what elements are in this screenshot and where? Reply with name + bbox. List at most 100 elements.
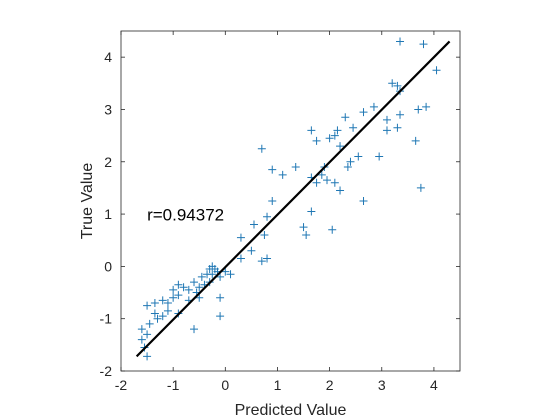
data-point	[330, 178, 339, 187]
data-point	[336, 142, 345, 151]
data-point	[299, 223, 308, 232]
data-point	[388, 79, 397, 88]
data-point	[143, 330, 152, 339]
data-point	[190, 325, 199, 334]
data-point	[221, 267, 230, 276]
data-point	[307, 207, 316, 216]
data-point	[208, 270, 217, 279]
data-point	[336, 186, 345, 195]
axes: -2 -1 0 1 2 3 4 -2 -1 0 1 2 3 4	[100, 30, 461, 393]
x-tick-label: 2	[326, 377, 334, 393]
x-tick-label: 4	[430, 377, 438, 393]
data-point	[416, 183, 425, 192]
data-point	[163, 306, 172, 315]
x-tick-label: 1	[274, 377, 282, 393]
fit-line-group	[135, 40, 451, 358]
x-tick-label: 0	[221, 377, 229, 393]
data-point	[137, 325, 146, 334]
data-point	[260, 231, 269, 239]
data-point	[174, 291, 183, 300]
data-point	[169, 293, 178, 302]
data-point	[268, 165, 277, 174]
data-point	[163, 299, 172, 307]
y-tick-label: -1	[100, 311, 113, 327]
data-point	[169, 285, 178, 294]
data-point	[158, 312, 167, 321]
data-point	[153, 314, 162, 323]
data-point	[359, 108, 368, 117]
data-point	[325, 134, 334, 143]
data-point	[263, 212, 272, 221]
data-point	[359, 197, 368, 205]
data-point	[179, 283, 188, 292]
data-point	[257, 257, 266, 266]
data-point	[414, 105, 423, 114]
x-axis-label: Predicted Value	[235, 402, 347, 419]
data-point	[411, 136, 420, 145]
data-point	[317, 170, 326, 179]
data-point	[249, 220, 258, 229]
data-point	[190, 278, 199, 287]
data-point	[369, 102, 378, 111]
data-point	[328, 225, 337, 234]
data-point	[302, 231, 311, 239]
plot-frame	[120, 30, 461, 372]
data-point	[278, 170, 287, 179]
data-point	[382, 126, 391, 135]
data-point	[184, 285, 193, 294]
data-point	[150, 299, 159, 307]
data-point	[393, 81, 402, 90]
x-tick-label: -2	[115, 377, 128, 393]
data-point	[263, 254, 272, 263]
y-tick-label: 4	[104, 49, 112, 65]
data-point	[197, 272, 206, 281]
data-point	[150, 309, 159, 318]
data-point	[216, 293, 225, 302]
x-tick-label: 3	[378, 377, 386, 393]
data-point	[174, 280, 183, 289]
data-points	[137, 37, 441, 361]
data-point	[354, 152, 363, 161]
data-point	[247, 246, 256, 255]
data-point	[312, 178, 321, 187]
data-point	[195, 293, 204, 302]
data-point	[323, 176, 332, 185]
fit-line	[135, 40, 451, 358]
data-point	[236, 233, 245, 242]
data-point	[216, 272, 225, 281]
data-point	[346, 157, 355, 166]
data-point	[226, 270, 235, 279]
data-point	[312, 136, 321, 145]
y-tick-label: 2	[104, 154, 112, 170]
data-point	[257, 144, 266, 153]
data-point	[143, 352, 152, 361]
data-point	[268, 197, 277, 205]
y-tick-label: 0	[104, 258, 112, 274]
data-point	[432, 66, 441, 75]
data-point	[236, 254, 245, 263]
y-tick-label: 1	[104, 206, 112, 222]
data-point	[382, 115, 391, 124]
data-point	[422, 102, 431, 111]
data-point	[333, 126, 342, 135]
y-axis-label: True Value	[79, 163, 96, 240]
data-point	[349, 123, 358, 132]
data-point	[145, 319, 154, 328]
data-point	[396, 110, 405, 119]
data-point	[375, 152, 384, 161]
data-point	[216, 312, 225, 321]
data-point	[396, 37, 405, 46]
data-point	[143, 301, 152, 310]
data-point	[307, 126, 316, 135]
x-tick-label: -1	[167, 377, 180, 393]
y-tick-label: -2	[100, 363, 113, 379]
data-point	[158, 296, 167, 305]
data-point	[393, 123, 402, 132]
data-point	[341, 113, 350, 122]
data-point	[343, 163, 352, 171]
data-point	[291, 163, 300, 171]
data-point	[330, 131, 339, 140]
y-tick-label: 3	[104, 101, 112, 117]
